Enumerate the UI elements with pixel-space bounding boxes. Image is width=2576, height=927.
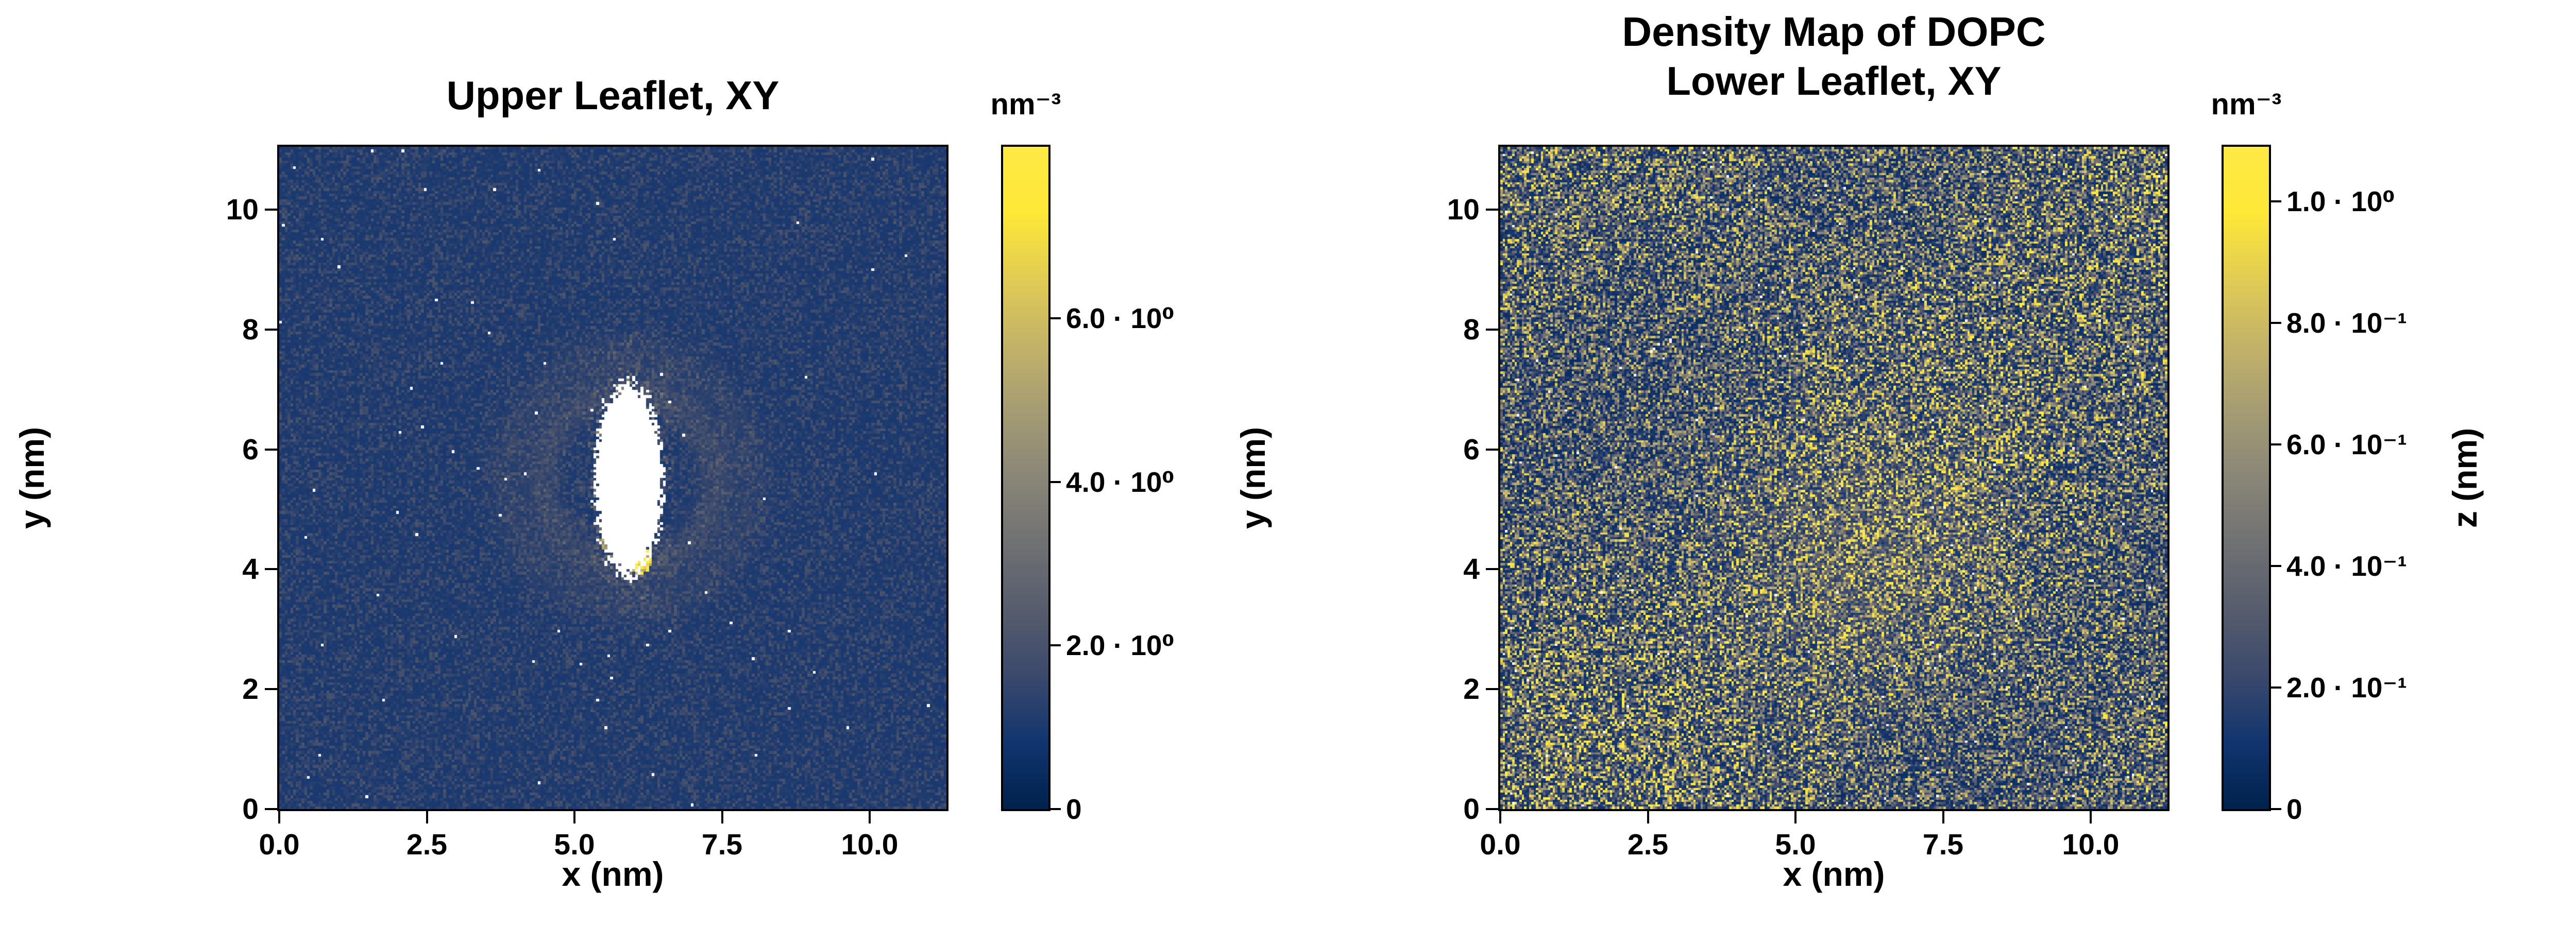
colorbar-tick-mark [2271, 565, 2281, 568]
y-tick-mark [1486, 328, 1498, 331]
y-tick-label: 8 [242, 313, 259, 346]
y-tick-label: 8 [1463, 313, 1480, 346]
y-tick-mark [1486, 448, 1498, 451]
heatmap-canvas [277, 145, 948, 811]
panel-title: Upper Leaflet, XY [446, 73, 779, 118]
y-tick-mark [265, 688, 277, 691]
colorbar-tick-mark [2271, 443, 2281, 446]
colorbar-tick-label: 6.0 · 10⁻¹ [2286, 428, 2407, 461]
x-axis-label: x (nm) [1783, 855, 1885, 893]
x-tick-label: 0.0 [1480, 828, 1521, 861]
x-tick-label: 2.5 [406, 828, 448, 861]
y-tick-label: 0 [1463, 793, 1480, 826]
x-tick-label: 2.5 [1627, 828, 1669, 861]
y-tick-mark [1486, 808, 1498, 810]
figure-title: Density Map of DOPC [1622, 9, 2046, 55]
heatmap-canvas [1498, 145, 2170, 811]
y-tick-label: 2 [1463, 673, 1480, 706]
x-tick-label: 10.0 [841, 828, 899, 861]
colorbar-tick-mark [2271, 322, 2281, 324]
y-tick-mark [265, 448, 277, 451]
y-tick-label: 10 [1447, 193, 1480, 227]
panel-title: Lower Leaflet, XY [1666, 58, 2002, 104]
colorbar [1001, 145, 1050, 811]
colorbar-tick-label: 4.0 · 10⁻¹ [2286, 550, 2407, 582]
y-tick-mark [265, 808, 277, 810]
x-tick-label: 0.0 [259, 828, 300, 861]
x-tick-label: 5.0 [554, 828, 595, 861]
y-tick-mark [1486, 568, 1498, 571]
colorbar-tick-mark [1050, 644, 1061, 647]
y-tick-label: 2 [242, 673, 259, 706]
colorbar-tick-mark [2271, 808, 2281, 810]
x-tick-mark [721, 811, 723, 823]
y-tick-label: 6 [1463, 433, 1480, 466]
y-tick-label: 0 [2542, 448, 2576, 482]
colorbar-tick-mark [2271, 686, 2281, 689]
colorbar-tick-mark [2271, 200, 2281, 203]
x-tick-label: 5.0 [1775, 828, 1816, 861]
x-tick-mark [573, 811, 575, 823]
colorbar-tick-label: 6.0 · 10⁰ [1066, 302, 1175, 335]
x-tick-mark [1499, 811, 1501, 823]
colorbar-tick-mark [1050, 808, 1061, 810]
colorbar-tick-label: 2.0 · 10⁰ [1066, 629, 1175, 662]
x-tick-label: 7.5 [701, 828, 743, 861]
y-tick-mark [265, 568, 277, 571]
x-axis-label: x (nm) [562, 855, 664, 893]
y-tick-label: 4 [2542, 188, 2576, 222]
x-tick-mark [1794, 811, 1797, 823]
y-tick-label: -2 [2542, 578, 2576, 612]
y-tick-label: 4 [242, 553, 259, 586]
y-tick-label: 6 [242, 433, 259, 466]
colorbar-unit-label: nm⁻³ [2211, 88, 2282, 121]
y-tick-mark [265, 328, 277, 331]
y-tick-label: -4 [2542, 708, 2576, 742]
colorbar-tick-mark [1050, 480, 1061, 483]
colorbar-unit-label: nm⁻³ [990, 88, 1061, 121]
x-tick-mark [278, 811, 280, 823]
colorbar-tick-label: 0 [2286, 793, 2302, 825]
y-tick-mark [1486, 688, 1498, 691]
colorbar-tick-label: 0 [1066, 793, 1082, 825]
x-tick-mark [1942, 811, 1944, 823]
colorbar-tick-label: 8.0 · 10⁻¹ [2286, 307, 2407, 339]
colorbar-tick-label: 4.0 · 10⁰ [1066, 466, 1175, 498]
x-tick-label: 10.0 [2062, 828, 2120, 861]
colorbar [2222, 145, 2271, 811]
y-tick-label: 10 [226, 193, 259, 227]
x-tick-mark [2090, 811, 2092, 823]
y-tick-label: 4 [1463, 553, 1480, 586]
colorbar-tick-label: 1.0 · 10⁰ [2286, 185, 2395, 218]
y-tick-label: 2 [2542, 318, 2576, 352]
y-tick-label: 0 [242, 793, 259, 826]
x-tick-mark [1647, 811, 1649, 823]
colorbar-tick-label: 2.0 · 10⁻¹ [2286, 672, 2407, 704]
y-axis-label: z (nm) [2446, 427, 2484, 528]
x-tick-label: 7.5 [1922, 828, 1964, 861]
x-tick-mark [426, 811, 428, 823]
colorbar-tick-mark [1050, 317, 1061, 320]
y-tick-mark [1486, 209, 1498, 211]
x-tick-mark [869, 811, 871, 823]
y-tick-mark [265, 209, 277, 211]
